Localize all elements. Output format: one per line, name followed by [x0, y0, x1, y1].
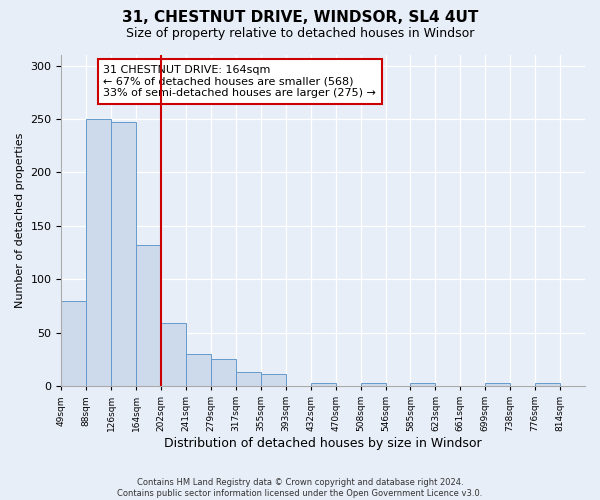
Y-axis label: Number of detached properties: Number of detached properties: [15, 133, 25, 308]
Text: Contains HM Land Registry data © Crown copyright and database right 2024.
Contai: Contains HM Land Registry data © Crown c…: [118, 478, 482, 498]
Bar: [211, 360, 236, 386]
Bar: [535, 383, 560, 386]
Bar: [186, 354, 211, 386]
Bar: [136, 245, 161, 386]
Bar: [86, 119, 111, 386]
Bar: [236, 372, 261, 386]
Text: 31 CHESTNUT DRIVE: 164sqm
← 67% of detached houses are smaller (568)
33% of semi: 31 CHESTNUT DRIVE: 164sqm ← 67% of detac…: [103, 65, 376, 98]
Bar: [61, 300, 86, 386]
Text: 31, CHESTNUT DRIVE, WINDSOR, SL4 4UT: 31, CHESTNUT DRIVE, WINDSOR, SL4 4UT: [122, 10, 478, 25]
Bar: [410, 383, 436, 386]
Bar: [111, 122, 136, 386]
Text: Size of property relative to detached houses in Windsor: Size of property relative to detached ho…: [126, 28, 474, 40]
Bar: [261, 374, 286, 386]
X-axis label: Distribution of detached houses by size in Windsor: Distribution of detached houses by size …: [164, 437, 482, 450]
Bar: [485, 383, 510, 386]
Bar: [311, 383, 335, 386]
Bar: [361, 383, 386, 386]
Bar: [161, 323, 186, 386]
